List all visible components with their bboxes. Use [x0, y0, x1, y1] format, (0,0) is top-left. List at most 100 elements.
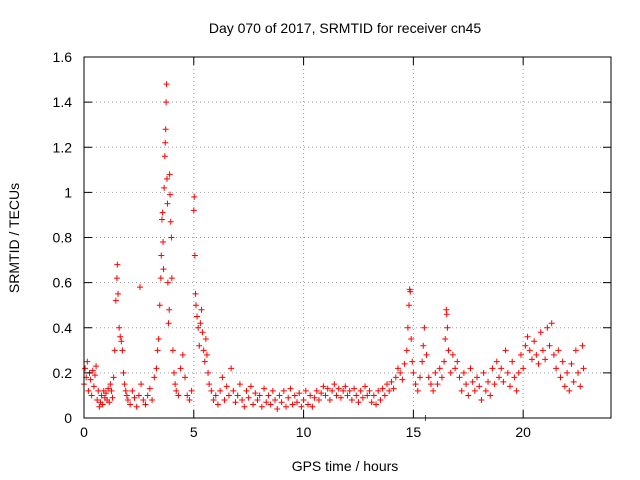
data-point: [94, 396, 101, 403]
data-point: [113, 275, 120, 282]
data-point: [307, 392, 314, 399]
data-point: [504, 369, 511, 376]
data-point: [535, 360, 542, 367]
data-point: [496, 374, 503, 381]
data-point: [291, 392, 298, 399]
data-point: [265, 392, 272, 399]
data-point: [531, 338, 538, 345]
data-point: [353, 392, 360, 399]
data-point: [166, 306, 173, 313]
data-point: [140, 396, 147, 403]
data-point: [442, 336, 449, 343]
data-point: [252, 390, 259, 397]
data-point: [407, 288, 414, 295]
data-point: [548, 320, 555, 327]
data-point: [129, 387, 136, 394]
data-point: [322, 392, 329, 399]
data-point: [102, 390, 109, 397]
data-point: [404, 324, 411, 331]
data-point: [498, 365, 505, 372]
data-point: [309, 403, 316, 410]
data-point: [89, 367, 96, 374]
data-point: [258, 403, 265, 410]
data-point: [115, 290, 122, 297]
data-points: [81, 81, 587, 421]
data-point: [572, 347, 579, 354]
data-point: [550, 351, 557, 358]
data-point: [272, 396, 279, 403]
data-point: [482, 387, 489, 394]
data-point: [247, 383, 254, 390]
data-point: [575, 369, 582, 376]
data-point: [500, 378, 507, 385]
data-point: [355, 399, 362, 406]
data-point: [348, 396, 355, 403]
data-point: [537, 329, 544, 336]
x-tick-label: 15: [406, 424, 422, 440]
data-point: [362, 383, 369, 390]
data-point: [405, 302, 412, 309]
x-axis-label: GPS time / hours: [292, 458, 399, 474]
data-point: [267, 401, 274, 408]
data-point: [324, 385, 331, 392]
data-point: [493, 358, 500, 365]
data-point: [564, 369, 571, 376]
data-point: [298, 403, 305, 410]
data-point: [191, 193, 198, 200]
data-point: [84, 358, 91, 365]
data-point: [344, 392, 351, 399]
data-point: [239, 396, 246, 403]
data-point: [221, 396, 228, 403]
data-point: [166, 171, 173, 178]
data-point: [196, 342, 203, 349]
data-point: [197, 320, 204, 327]
y-tick-label: 1: [64, 184, 72, 200]
data-point: [357, 387, 364, 394]
x-tick-label: 10: [296, 424, 312, 440]
data-point: [138, 381, 145, 388]
data-point: [190, 207, 197, 214]
data-point: [476, 383, 483, 390]
data-point: [296, 390, 303, 397]
data-point: [329, 387, 336, 394]
data-point: [524, 333, 531, 340]
x-tick-label: 5: [190, 424, 198, 440]
data-point: [539, 347, 546, 354]
data-point: [443, 311, 450, 318]
data-point: [416, 374, 423, 381]
data-point: [491, 381, 498, 388]
data-point: [384, 381, 391, 388]
data-point: [236, 381, 243, 388]
data-point: [160, 239, 167, 246]
data-point: [163, 99, 170, 106]
data-point: [474, 374, 481, 381]
data-point: [373, 401, 380, 408]
data-point: [164, 200, 171, 207]
data-point: [186, 396, 193, 403]
data-point: [194, 313, 201, 320]
data-point: [509, 358, 516, 365]
data-point: [419, 358, 426, 365]
data-point: [192, 302, 199, 309]
data-point: [156, 302, 163, 309]
data-point: [108, 387, 115, 394]
data-point: [420, 342, 427, 349]
data-point: [167, 218, 174, 225]
data-point: [151, 374, 158, 381]
data-point: [232, 399, 239, 406]
data-point: [287, 385, 294, 392]
data-point: [146, 385, 153, 392]
data-point: [164, 175, 171, 182]
data-point: [278, 399, 285, 406]
data-point: [511, 374, 518, 381]
data-point: [311, 394, 318, 401]
data-point: [570, 378, 577, 385]
data-point: [471, 387, 478, 394]
data-point: [228, 365, 235, 372]
data-point: [175, 392, 182, 399]
y-tick-label: 1.4: [53, 94, 73, 110]
data-point: [135, 392, 142, 399]
data-point: [200, 347, 207, 354]
data-point: [313, 387, 320, 394]
data-point: [337, 394, 344, 401]
